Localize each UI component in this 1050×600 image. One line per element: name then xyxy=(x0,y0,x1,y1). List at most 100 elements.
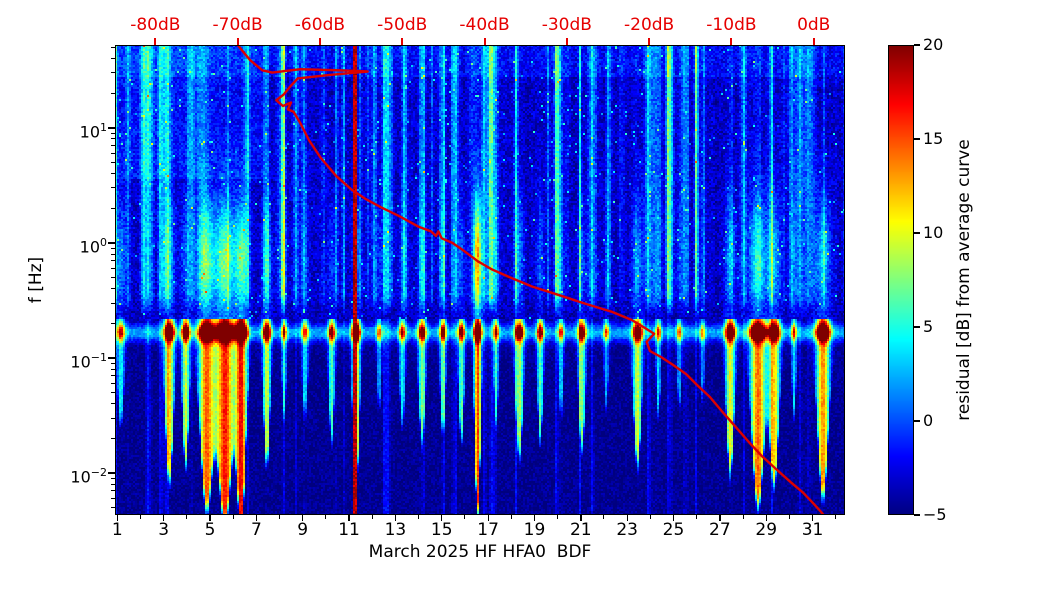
top-axis-tick xyxy=(318,38,321,45)
y-minor-tick xyxy=(111,72,115,74)
x-tick-label: 25 xyxy=(662,520,685,540)
x-tick xyxy=(255,515,258,521)
x-tick xyxy=(765,515,767,521)
y-minor-tick xyxy=(111,477,115,479)
colorbar-tick xyxy=(914,514,920,516)
x-tick-label: 3 xyxy=(158,520,170,540)
y-tick xyxy=(108,127,115,129)
colorbar-tick-label: 5 xyxy=(923,317,934,336)
y-minor-tick xyxy=(111,46,115,48)
top-axis-tick xyxy=(483,38,486,45)
x-minor-tick xyxy=(510,515,512,519)
y-minor-tick xyxy=(111,417,115,419)
x-minor-tick xyxy=(186,515,188,519)
y-axis-label: f [Hz] xyxy=(26,256,46,304)
y-tick-label: 100 xyxy=(79,235,107,257)
y-minor-tick xyxy=(111,138,115,140)
x-tick-label: 19 xyxy=(523,520,546,540)
x-tick xyxy=(302,515,304,521)
colorbar-tick xyxy=(914,44,920,46)
top-axis-tick-label: 0dB xyxy=(797,15,831,35)
x-minor-tick xyxy=(788,515,790,519)
top-axis-tick-label: -30dB xyxy=(541,15,592,35)
x-tick-label: 15 xyxy=(430,520,453,540)
x-tick xyxy=(163,515,165,521)
y-minor-tick xyxy=(111,267,115,269)
top-axis-tick xyxy=(236,38,239,45)
y-minor-tick xyxy=(111,490,115,492)
x-minor-tick xyxy=(325,515,327,519)
x-minor-tick xyxy=(696,515,698,519)
x-tick-label: 27 xyxy=(709,520,731,540)
x-tick xyxy=(626,515,628,521)
colorbar-tick xyxy=(914,138,920,140)
y-tick-label: 10−1 xyxy=(70,350,107,372)
top-axis-tick-label: -10dB xyxy=(706,15,757,35)
x-tick-label: 21 xyxy=(569,520,592,540)
colorbar-gradient xyxy=(888,45,914,515)
x-tick-label: 17 xyxy=(477,520,499,540)
x-tick xyxy=(441,515,443,521)
x-minor-tick xyxy=(742,515,744,519)
y-minor-tick xyxy=(111,92,115,94)
x-minor-tick xyxy=(464,515,466,519)
colorbar-tick-label: 15 xyxy=(923,129,944,148)
x-tick xyxy=(209,515,211,521)
y-minor-tick xyxy=(111,288,115,290)
x-tick-label: 5 xyxy=(204,520,216,540)
x-tick-label: 7 xyxy=(250,520,262,540)
y-tick xyxy=(108,472,115,474)
colorbar-tick-label: 20 xyxy=(923,35,944,54)
y-minor-tick xyxy=(111,207,115,209)
y-minor-tick xyxy=(111,260,115,262)
x-minor-tick xyxy=(279,515,281,519)
x-tick xyxy=(811,515,814,521)
y-minor-tick xyxy=(111,132,115,134)
x-tick-label: 11 xyxy=(338,520,360,540)
top-axis-tick-label: -80dB xyxy=(130,15,181,35)
plot-area xyxy=(115,45,845,515)
top-axis-tick xyxy=(565,38,568,45)
y-tick-label: 10−2 xyxy=(70,466,107,487)
x-tick-label: 13 xyxy=(384,520,407,540)
y-minor-tick xyxy=(111,362,115,364)
colorbar-tick-label: −5 xyxy=(923,505,947,524)
top-axis-tick-label: -40dB xyxy=(459,15,510,35)
x-minor-tick xyxy=(557,515,559,519)
y-tick xyxy=(108,242,115,244)
x-tick-label: 1 xyxy=(111,520,123,540)
colorbar-tick-label: 10 xyxy=(923,223,944,242)
top-axis-tick-label: -50dB xyxy=(377,15,428,35)
top-axis-tick xyxy=(401,38,404,45)
x-tick xyxy=(348,515,350,521)
top-axis-tick xyxy=(730,38,733,45)
top-axis-tick xyxy=(812,38,815,45)
colorbar-tick xyxy=(914,420,920,422)
x-tick-label: 9 xyxy=(297,520,309,540)
colorbar-tick xyxy=(914,232,920,234)
y-minor-tick xyxy=(111,173,115,175)
top-axis-tick-label: -70dB xyxy=(212,15,263,35)
y-minor-tick xyxy=(111,145,115,147)
x-minor-tick xyxy=(603,515,605,519)
y-minor-tick xyxy=(111,507,115,509)
y-minor-tick xyxy=(111,382,115,384)
x-tick-label: 23 xyxy=(616,520,638,540)
y-minor-tick xyxy=(111,437,115,439)
x-tick xyxy=(719,515,721,521)
y-minor-tick xyxy=(111,392,115,394)
x-minor-tick xyxy=(371,515,373,519)
y-minor-tick xyxy=(111,302,115,304)
y-minor-tick xyxy=(111,403,115,405)
x-tick xyxy=(672,515,675,521)
x-tick-label: 31 xyxy=(801,520,824,540)
colorbar xyxy=(888,45,914,515)
y-minor-tick xyxy=(111,498,115,500)
y-minor-tick xyxy=(111,247,115,249)
x-minor-tick xyxy=(139,515,141,519)
y-minor-tick xyxy=(111,277,115,279)
x-tick xyxy=(533,515,536,521)
spectrogram-canvas xyxy=(115,45,845,515)
colorbar-tick-label: 0 xyxy=(923,411,934,430)
